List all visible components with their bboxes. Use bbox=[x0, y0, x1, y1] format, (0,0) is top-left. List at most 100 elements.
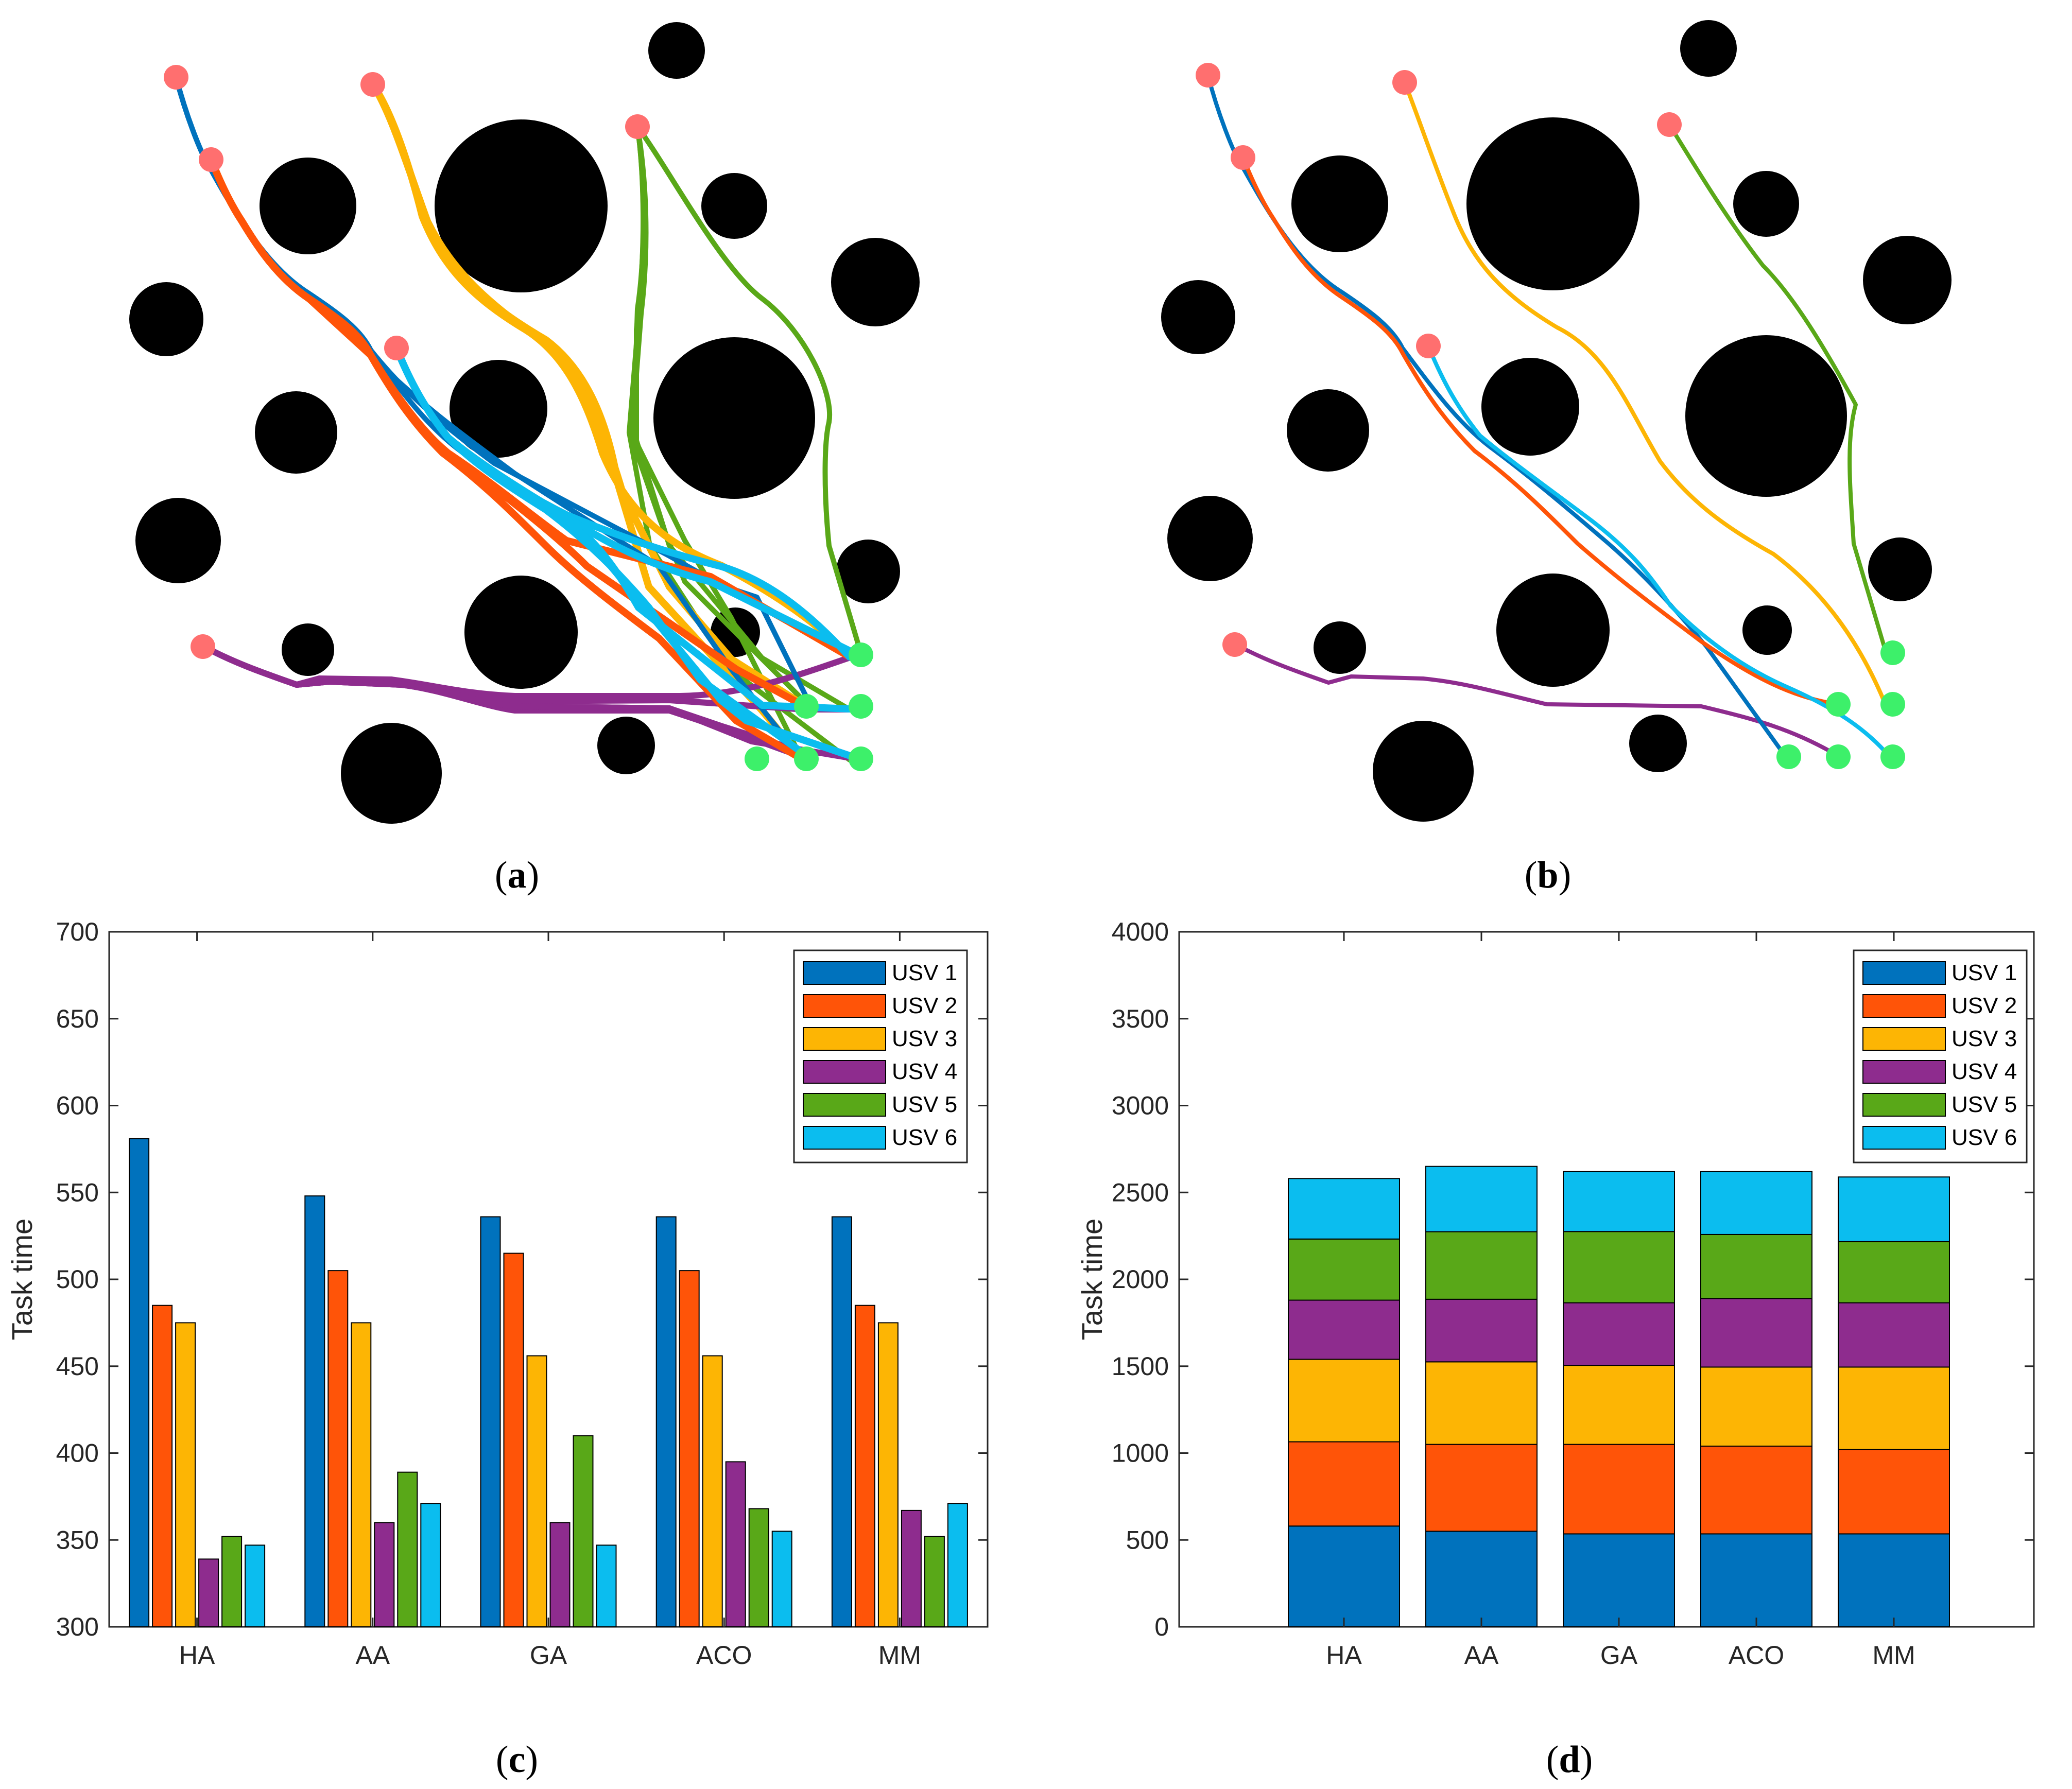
x-tick-label: GA bbox=[1600, 1641, 1638, 1670]
usv2-paths bbox=[208, 156, 853, 763]
panel-label-a: (a) bbox=[495, 854, 539, 896]
legend-label: USV 4 bbox=[892, 1059, 957, 1084]
start-points bbox=[1196, 63, 1682, 657]
obstacles bbox=[1161, 20, 1952, 822]
y-tick-label: 650 bbox=[56, 1004, 99, 1033]
y-tick-label: 600 bbox=[56, 1091, 99, 1120]
obstacle bbox=[464, 576, 578, 689]
legend-label: USV 4 bbox=[1952, 1059, 2017, 1084]
legend-swatch bbox=[1862, 1126, 1946, 1150]
usv5-path bbox=[1667, 123, 1889, 657]
obstacle bbox=[836, 540, 900, 603]
start-point-usv6 bbox=[1416, 334, 1441, 358]
bar-usv6-aa bbox=[420, 1503, 441, 1627]
obstacle bbox=[1161, 280, 1235, 354]
stack-usv6-aa bbox=[1425, 1166, 1538, 1232]
bar-usv2-ga bbox=[503, 1253, 524, 1627]
legend-label: USV 1 bbox=[892, 960, 957, 985]
start-point-usv4 bbox=[191, 634, 215, 659]
stack-usv4-aa bbox=[1425, 1298, 1538, 1363]
y-tick-label: 450 bbox=[56, 1352, 99, 1381]
chart-d-y-axis-label: Task time bbox=[1076, 1219, 1108, 1341]
panel-label-b: (b) bbox=[1525, 854, 1571, 896]
stack-usv4-aco bbox=[1700, 1298, 1812, 1368]
usv4-paths bbox=[203, 645, 865, 763]
bar-usv3-ha bbox=[175, 1322, 196, 1627]
y-tick-label: 4000 bbox=[1112, 917, 1169, 946]
stack-usv1-ga bbox=[1563, 1533, 1675, 1627]
bar-usv1-mm bbox=[831, 1216, 852, 1627]
obstacle bbox=[450, 360, 547, 458]
goal-point bbox=[1776, 744, 1801, 769]
x-tick-label: GA bbox=[530, 1641, 567, 1670]
obstacle bbox=[129, 282, 203, 356]
bar-usv5-ha bbox=[221, 1536, 243, 1627]
stack-usv6-aco bbox=[1700, 1171, 1812, 1235]
bar-usv5-aco bbox=[748, 1508, 769, 1627]
usv4-path bbox=[1236, 644, 1843, 760]
obstacle bbox=[653, 337, 815, 499]
goal-point bbox=[794, 746, 819, 771]
y-tick-label: 550 bbox=[56, 1178, 99, 1207]
obstacle bbox=[1287, 389, 1369, 472]
stack-usv2-aa bbox=[1425, 1444, 1538, 1532]
obstacle bbox=[1314, 621, 1366, 674]
start-point-usv6 bbox=[384, 336, 409, 360]
stack-usv5-mm bbox=[1838, 1241, 1950, 1304]
usv3-path bbox=[1403, 80, 1889, 709]
stack-usv6-ga bbox=[1563, 1171, 1675, 1232]
start-point-usv3 bbox=[1392, 70, 1417, 95]
goal-point bbox=[1880, 640, 1905, 665]
obstacle bbox=[597, 717, 655, 774]
stack-usv3-aa bbox=[1425, 1361, 1538, 1445]
panel-label-c: (c) bbox=[496, 1739, 538, 1781]
bar-usv6-ga bbox=[596, 1544, 617, 1627]
goal-point bbox=[794, 694, 819, 719]
y-tick-label: 3000 bbox=[1112, 1091, 1169, 1120]
obstacle bbox=[1496, 574, 1610, 687]
stack-usv4-ha bbox=[1288, 1299, 1400, 1360]
bar-usv2-ha bbox=[152, 1305, 173, 1627]
y-tick-label: 350 bbox=[56, 1525, 99, 1554]
y-tick-label: 300 bbox=[56, 1612, 99, 1641]
x-tick-label: MM bbox=[1872, 1641, 1915, 1670]
y-tick-label: 2500 bbox=[1112, 1178, 1169, 1207]
obstacle bbox=[1373, 721, 1474, 822]
stack-usv5-aa bbox=[1425, 1231, 1538, 1300]
y-tick-label: 1500 bbox=[1112, 1352, 1169, 1381]
obstacle bbox=[831, 238, 920, 326]
start-point-usv5 bbox=[1657, 112, 1682, 137]
y-tick-label: 700 bbox=[56, 917, 99, 946]
chart-d-stacked-bar: 0 500 1000 1500 2000 2500 3000 3500 4000 Task tim… bbox=[1076, 917, 2035, 1670]
legend-label: USV 3 bbox=[1952, 1026, 2017, 1051]
bar-usv2-aa bbox=[327, 1270, 349, 1627]
x-tick-label: HA bbox=[179, 1641, 215, 1670]
usv5-paths bbox=[627, 124, 865, 762]
obstacle bbox=[1291, 155, 1388, 252]
goal-points bbox=[745, 642, 873, 771]
stack-usv2-mm bbox=[1838, 1449, 1950, 1535]
x-tick-label: ACO bbox=[696, 1641, 752, 1670]
goal-point bbox=[849, 642, 873, 667]
stack-usv3-ga bbox=[1563, 1365, 1675, 1445]
start-point-usv1 bbox=[1196, 63, 1220, 88]
legend-label: USV 3 bbox=[892, 1026, 957, 1051]
bar-usv3-aco bbox=[702, 1355, 723, 1627]
goal-point bbox=[745, 746, 769, 771]
obstacle bbox=[1629, 715, 1687, 772]
obstacle bbox=[1680, 20, 1737, 77]
y-tick-label: 2000 bbox=[1112, 1265, 1169, 1294]
stack-usv2-ha bbox=[1288, 1441, 1400, 1527]
x-tick-label: AA bbox=[1464, 1641, 1499, 1670]
stack-usv1-mm bbox=[1838, 1533, 1950, 1627]
bar-usv5-aa bbox=[397, 1471, 418, 1627]
bar-usv4-mm bbox=[901, 1509, 922, 1627]
stack-usv3-ha bbox=[1288, 1359, 1400, 1443]
bar-usv6-aco bbox=[771, 1531, 792, 1627]
legend-swatch bbox=[803, 1060, 886, 1084]
start-point-usv2 bbox=[1231, 145, 1255, 170]
x-tick-label: ACO bbox=[1729, 1641, 1784, 1670]
stack-usv3-aco bbox=[1700, 1366, 1812, 1447]
legend-swatch bbox=[1862, 1060, 1946, 1084]
